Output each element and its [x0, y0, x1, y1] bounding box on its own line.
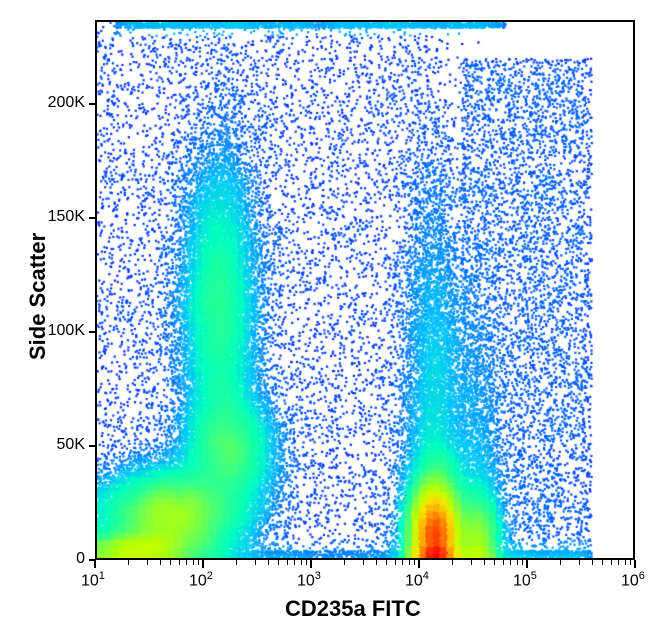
- x-tick-label: 101: [81, 570, 105, 590]
- x-tick-mark: [94, 560, 96, 568]
- x-minor-tick-mark: [630, 560, 631, 565]
- x-minor-tick-mark: [170, 560, 171, 565]
- plot-area: [95, 20, 635, 560]
- x-minor-tick-mark: [560, 560, 561, 565]
- x-minor-tick-mark: [193, 560, 194, 565]
- x-tick-label: 106: [621, 570, 645, 590]
- x-minor-tick-mark: [452, 560, 453, 565]
- x-minor-tick-mark: [611, 560, 612, 565]
- x-minor-tick-mark: [344, 560, 345, 565]
- x-tick-label: 105: [513, 570, 537, 590]
- scatter-canvas: [97, 22, 633, 558]
- x-minor-tick-mark: [278, 560, 279, 565]
- x-minor-tick-mark: [522, 560, 523, 565]
- x-minor-tick-mark: [503, 560, 504, 565]
- x-minor-tick-mark: [579, 560, 580, 565]
- x-minor-tick-mark: [294, 560, 295, 565]
- x-minor-tick-mark: [301, 560, 302, 565]
- y-tick-label: 100K: [35, 322, 85, 340]
- x-tick-label: 104: [405, 570, 429, 590]
- x-tick-mark: [310, 560, 312, 568]
- x-minor-tick-mark: [510, 560, 511, 565]
- x-minor-tick-mark: [268, 560, 269, 565]
- x-minor-tick-mark: [517, 560, 518, 565]
- x-minor-tick-mark: [255, 560, 256, 565]
- y-tick-label: 0: [35, 550, 85, 568]
- x-minor-tick-mark: [484, 560, 485, 565]
- x-minor-tick-mark: [287, 560, 288, 565]
- x-minor-tick-mark: [414, 560, 415, 565]
- x-minor-tick-mark: [179, 560, 180, 565]
- y-tick-mark: [89, 331, 95, 333]
- x-tick-mark: [634, 560, 636, 568]
- x-tick-mark: [418, 560, 420, 568]
- x-minor-tick-mark: [386, 560, 387, 565]
- y-tick-label: 50K: [35, 436, 85, 454]
- y-tick-mark: [89, 217, 95, 219]
- x-minor-tick-mark: [198, 560, 199, 565]
- x-minor-tick-mark: [625, 560, 626, 565]
- y-tick-label: 150K: [35, 208, 85, 226]
- x-minor-tick-mark: [186, 560, 187, 565]
- x-minor-tick-mark: [618, 560, 619, 565]
- x-minor-tick-mark: [409, 560, 410, 565]
- x-tick-label: 102: [189, 570, 213, 590]
- x-minor-tick-mark: [402, 560, 403, 565]
- x-minor-tick-mark: [395, 560, 396, 565]
- y-axis-label: Side Scatter: [25, 233, 51, 360]
- x-minor-tick-mark: [471, 560, 472, 565]
- x-minor-tick-mark: [147, 560, 148, 565]
- y-tick-label: 200K: [35, 94, 85, 112]
- x-axis-label: CD235a FITC: [285, 596, 421, 622]
- x-minor-tick-mark: [306, 560, 307, 565]
- y-tick-mark: [89, 103, 95, 105]
- x-minor-tick-mark: [128, 560, 129, 565]
- x-tick-mark: [526, 560, 528, 568]
- x-minor-tick-mark: [494, 560, 495, 565]
- x-minor-tick-mark: [592, 560, 593, 565]
- x-minor-tick-mark: [236, 560, 237, 565]
- x-tick-mark: [202, 560, 204, 568]
- x-minor-tick-mark: [160, 560, 161, 565]
- x-tick-label: 103: [297, 570, 321, 590]
- x-minor-tick-mark: [602, 560, 603, 565]
- y-tick-mark: [89, 445, 95, 447]
- x-minor-tick-mark: [363, 560, 364, 565]
- figure: Side Scatter CD235a FITC 0 50K 100K 150K 200…: [0, 0, 653, 641]
- x-minor-tick-mark: [376, 560, 377, 565]
